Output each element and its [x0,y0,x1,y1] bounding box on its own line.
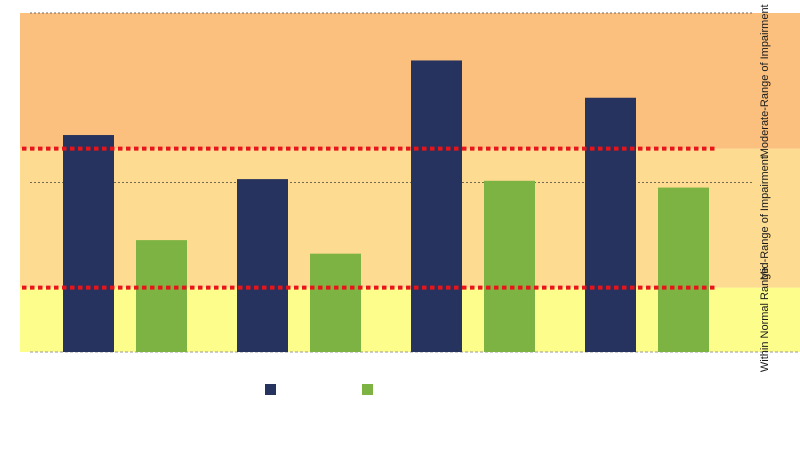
legend [265,384,373,395]
bar-series1-3 [411,60,462,353]
bar-series2-4 [658,187,709,352]
bar-series1-1 [63,135,114,352]
legend-swatch-series2 [362,384,373,395]
bar-series2-1 [136,240,187,352]
zone-label-2: Moderate-Range of Impairment [759,4,771,157]
bar-series1-2 [237,179,288,352]
legend-swatch-series1 [265,384,276,395]
bar-series2-3 [484,180,535,352]
zone-label-0: Within Normal Range [759,268,771,373]
bar-series1-4 [585,97,636,352]
threshold-lines [22,146,716,290]
bar-series2-2 [310,253,361,352]
zone-label-1: Mid-Range of Impairment [759,156,771,280]
zone-band-2 [20,13,800,149]
bars [63,60,709,353]
